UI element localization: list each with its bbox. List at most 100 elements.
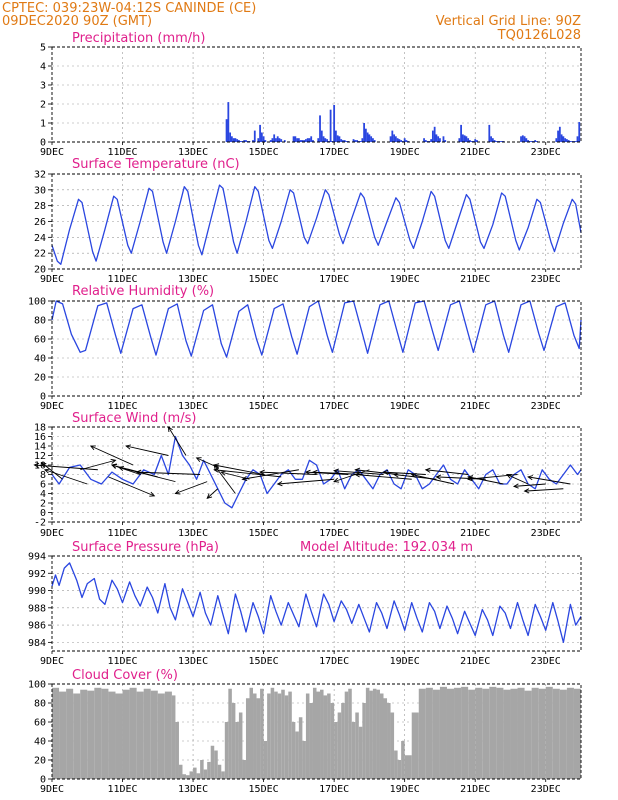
pressure-panel: 984 986 988 990 992 994 9DEC 11DEC 13DEC 15DEC 17D… bbox=[28, 540, 582, 667]
precip-bar bbox=[463, 135, 466, 142]
rh-xtick-label: 17DEC bbox=[319, 401, 349, 412]
cloud-area-bar bbox=[320, 689, 324, 779]
precip-bar bbox=[389, 136, 392, 142]
cloud-area-bar bbox=[394, 750, 398, 779]
precip-bar bbox=[442, 136, 445, 142]
cloud-area-bar bbox=[263, 741, 268, 779]
cloud-area-bar bbox=[288, 691, 292, 779]
temp-xtick-label: 17DEC bbox=[319, 274, 349, 285]
precip-bar bbox=[426, 141, 429, 142]
cloud-area-bar bbox=[274, 691, 278, 779]
rh-ytick-label: 0 bbox=[40, 392, 46, 403]
cloud-area-bar bbox=[524, 690, 532, 779]
precip-bar bbox=[398, 139, 401, 142]
wind-arrow-head bbox=[149, 491, 156, 497]
precip-bar bbox=[476, 140, 478, 142]
wind-arrow-shaft bbox=[333, 469, 370, 483]
wind-arrow-head bbox=[435, 474, 442, 480]
cloud-area-bar bbox=[552, 688, 560, 779]
cloud-area-bar bbox=[238, 712, 243, 779]
wind-arrow-head bbox=[410, 472, 417, 478]
precip-bar bbox=[357, 141, 360, 142]
cloud-area-bar bbox=[221, 771, 225, 779]
precip-bar bbox=[502, 141, 505, 142]
wind-arrow-head bbox=[33, 462, 40, 468]
cloud-area-bar bbox=[207, 761, 211, 779]
cloud-frame bbox=[51, 683, 582, 780]
wind-arrow-shaft bbox=[118, 466, 176, 483]
wind-arrow-shaft bbox=[468, 474, 518, 480]
pressure-frame bbox=[51, 555, 582, 652]
wind-arrow-head bbox=[125, 444, 132, 450]
precip-bar bbox=[490, 136, 492, 142]
wind-arrow-head bbox=[512, 483, 519, 489]
precip-bar bbox=[423, 138, 425, 142]
pressure-ytick-label: 992 bbox=[28, 569, 46, 580]
cloud-area-bar bbox=[454, 687, 462, 779]
wind-frame bbox=[51, 426, 582, 523]
cloud-area-bar bbox=[94, 687, 102, 779]
precip-bar bbox=[239, 141, 242, 142]
cloud-area-bar bbox=[302, 741, 306, 779]
precip-bar bbox=[299, 140, 302, 142]
wind-arrow-head bbox=[424, 467, 431, 473]
wind-arrow-head bbox=[304, 469, 311, 475]
precip-bar bbox=[532, 141, 535, 142]
precip-bar bbox=[278, 138, 281, 142]
precip-bar bbox=[275, 138, 277, 142]
cloud-area-bar bbox=[309, 703, 313, 779]
wind-ytick-label: 18 bbox=[34, 423, 46, 434]
wind-arrow-head bbox=[43, 468, 50, 474]
precip-bar bbox=[372, 138, 374, 142]
cloud-area-bar bbox=[267, 693, 271, 779]
cloud-area-bar bbox=[224, 722, 229, 779]
wind-arrow-head bbox=[241, 476, 248, 482]
rh-ytick-label: 80 bbox=[34, 316, 46, 327]
cloud-area-bar bbox=[231, 703, 236, 779]
cloud-area-bar bbox=[365, 687, 370, 779]
precip-bar bbox=[469, 140, 471, 142]
wind-arrow-head bbox=[311, 469, 318, 475]
cloud-title: Cloud Cover (%) bbox=[72, 668, 178, 683]
precip-bar bbox=[232, 138, 235, 142]
wind-arrow-shaft bbox=[355, 469, 398, 475]
precip-bar bbox=[352, 139, 355, 142]
cloud-area-bar bbox=[59, 691, 67, 779]
precip-bar bbox=[560, 134, 563, 142]
precip-bar bbox=[271, 138, 274, 142]
precip-bar bbox=[308, 138, 311, 142]
precip-bar bbox=[368, 134, 371, 142]
rh-xtick-label: 11DEC bbox=[107, 401, 137, 412]
wind-ytick-label: 12 bbox=[34, 451, 46, 462]
precip-bar bbox=[248, 141, 251, 142]
cloud-area-bar bbox=[87, 690, 95, 779]
precip-bar bbox=[273, 134, 276, 142]
wind-arrow-shaft bbox=[214, 464, 264, 475]
wind-arrow-shaft bbox=[242, 469, 299, 480]
cloud-area-bar bbox=[108, 691, 116, 779]
cloud-area-bar bbox=[369, 690, 373, 779]
temp-frame bbox=[51, 173, 582, 270]
precip-bar bbox=[297, 138, 300, 142]
cloud-panel: 0 20 40 60 80 100 9DEC 11DEC 13DEC 15DEC 17DEC 19DE… bbox=[28, 668, 582, 795]
precip-bar bbox=[407, 141, 410, 142]
precip-bar bbox=[312, 140, 314, 142]
precip-bar bbox=[354, 140, 357, 142]
precip-bar bbox=[458, 138, 461, 142]
wind-arrow-shaft bbox=[206, 488, 219, 499]
temp-ytick-label: 32 bbox=[34, 170, 46, 181]
cloud-area-bar bbox=[189, 771, 194, 779]
cloud-ytick-label: 0 bbox=[40, 775, 46, 786]
cloud-area-bar bbox=[390, 712, 395, 779]
temp-xtick-label: 23DEC bbox=[531, 274, 561, 285]
pressure-xtick-label: 13DEC bbox=[178, 656, 208, 667]
precip-bar bbox=[558, 126, 561, 142]
wind-ytick-label: 0 bbox=[40, 508, 46, 519]
cloud-ytick-label: 80 bbox=[34, 699, 46, 710]
precip-bar bbox=[303, 140, 306, 142]
cloud-area-bar bbox=[182, 774, 187, 779]
pressure-title: Surface Pressure (hPa) bbox=[72, 540, 219, 555]
precip-bar bbox=[317, 138, 320, 142]
precip-bar bbox=[555, 138, 558, 142]
